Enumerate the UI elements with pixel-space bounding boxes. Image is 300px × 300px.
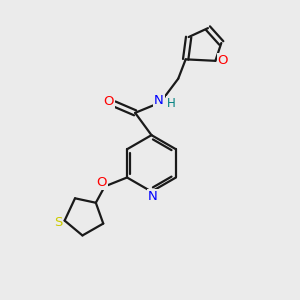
- Text: H: H: [167, 97, 176, 110]
- Text: O: O: [97, 176, 107, 189]
- Text: O: O: [104, 95, 114, 108]
- Text: N: N: [148, 190, 158, 202]
- Text: S: S: [54, 216, 62, 229]
- Text: O: O: [218, 54, 228, 67]
- Text: N: N: [154, 94, 164, 107]
